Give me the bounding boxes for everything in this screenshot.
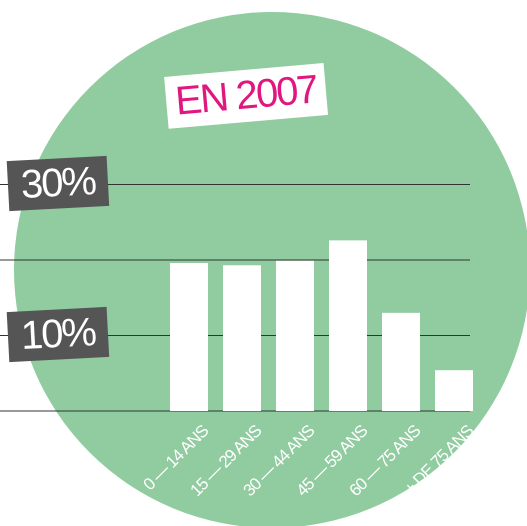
y-tick-box — [6, 306, 110, 363]
y-tick: 10% — [6, 306, 110, 363]
bar — [170, 263, 208, 411]
bar — [276, 260, 314, 411]
title-box: EN 2007 — [164, 63, 329, 129]
bar — [382, 312, 420, 411]
y-tick-label: 30% — [20, 159, 98, 207]
y-tick: 30% — [6, 155, 110, 212]
y-tick-label: 10% — [20, 310, 98, 358]
bar — [435, 370, 473, 411]
bar — [223, 265, 261, 411]
bar — [329, 240, 367, 411]
title-background — [164, 63, 329, 129]
y-tick-box — [6, 155, 110, 212]
